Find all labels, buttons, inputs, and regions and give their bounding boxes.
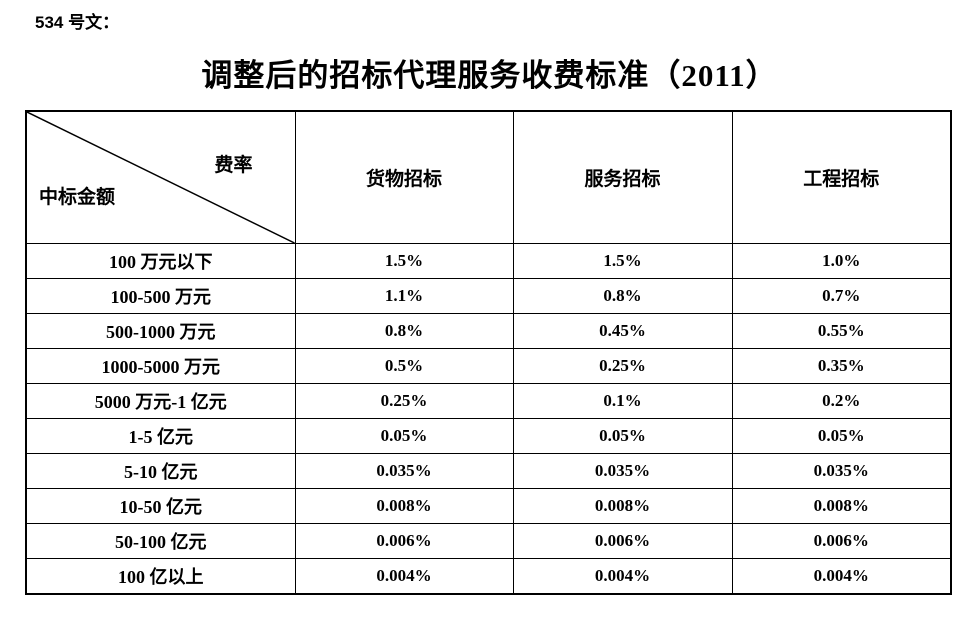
rate-cell: 0.006% [512,523,733,559]
table-row: 1-5 亿元 0.05% 0.05% 0.05% [25,418,952,454]
rate-cell: 0.05% [512,418,733,454]
fee-rate-table: 费率 中标金额 货物招标 服务招标 工程招标 100 万元以下 1.5% 1.5% 1… [25,110,952,595]
row-label: 10-50 亿元 [25,488,296,524]
row-label: 100 万元以下 [25,243,296,279]
row-label: 5000 万元-1 亿元 [25,383,296,419]
rate-cell: 0.035% [294,453,514,489]
row-label: 100-500 万元 [25,278,296,314]
rate-cell: 0.004% [512,558,733,595]
rate-cell: 0.004% [731,558,952,595]
rate-cell: 0.008% [512,488,733,524]
table-row: 100 亿以上 0.004% 0.004% 0.004% [25,558,952,595]
row-label: 500-1000 万元 [25,313,296,349]
rate-cell: 0.1% [512,383,733,419]
rate-cell: 0.25% [512,348,733,384]
rate-cell: 0.25% [294,383,514,419]
column-header-engineering: 工程招标 [731,110,952,244]
header-row: 费率 中标金额 货物招标 服务招标 工程招标 [25,110,952,244]
rate-cell: 0.5% [294,348,514,384]
rate-cell: 0.8% [512,278,733,314]
rate-cell: 0.008% [731,488,952,524]
rate-cell: 0.006% [294,523,514,559]
rate-cell: 1.5% [512,243,733,279]
rate-cell: 0.35% [731,348,952,384]
table-row: 500-1000 万元 0.8% 0.45% 0.55% [25,313,952,349]
rate-cell: 1.1% [294,278,514,314]
table-row: 5000 万元-1 亿元 0.25% 0.1% 0.2% [25,383,952,419]
rate-cell: 0.8% [294,313,514,349]
rate-cell: 0.05% [731,418,952,454]
row-label: 1-5 亿元 [25,418,296,454]
row-label: 50-100 亿元 [25,523,296,559]
rate-cell: 0.2% [731,383,952,419]
rate-cell: 0.05% [294,418,514,454]
table-row: 1000-5000 万元 0.5% 0.25% 0.35% [25,348,952,384]
rate-cell: 0.008% [294,488,514,524]
rate-cell: 0.55% [731,313,952,349]
row-label: 5-10 亿元 [25,453,296,489]
table-row: 10-50 亿元 0.008% 0.008% 0.008% [25,488,952,524]
rate-cell: 1.0% [731,243,952,279]
table-row: 5-10 亿元 0.035% 0.035% 0.035% [25,453,952,489]
column-header-services: 服务招标 [512,110,733,244]
row-label: 100 亿以上 [25,558,296,595]
row-label: 1000-5000 万元 [25,348,296,384]
diagonal-divider-line [27,112,295,243]
corner-label-rate: 费率 [214,155,253,176]
corner-label-amount: 中标金额 [39,187,116,208]
rate-cell: 0.45% [512,313,733,349]
table-row: 100 万元以下 1.5% 1.5% 1.0% [25,243,952,279]
rate-cell: 0.035% [512,453,733,489]
column-header-goods: 货物招标 [294,110,514,244]
rate-cell: 0.004% [294,558,514,595]
corner-header-cell: 费率 中标金额 [25,110,296,244]
rate-cell: 0.035% [731,453,952,489]
rate-cell: 0.7% [731,278,952,314]
table-body: 100 万元以下 1.5% 1.5% 1.0% 100-500 万元 1.1% 0.8% 0.… [25,243,952,595]
table-row: 100-500 万元 1.1% 0.8% 0.7% [25,278,952,314]
rate-cell: 1.5% [294,243,514,279]
document-ref-label: 534 号文： [35,13,120,32]
rate-cell: 0.006% [731,523,952,559]
page-title: 调整后的招标代理服务收费标准（2011） [201,58,778,93]
table-row: 50-100 亿元 0.006% 0.006% 0.006% [25,523,952,559]
